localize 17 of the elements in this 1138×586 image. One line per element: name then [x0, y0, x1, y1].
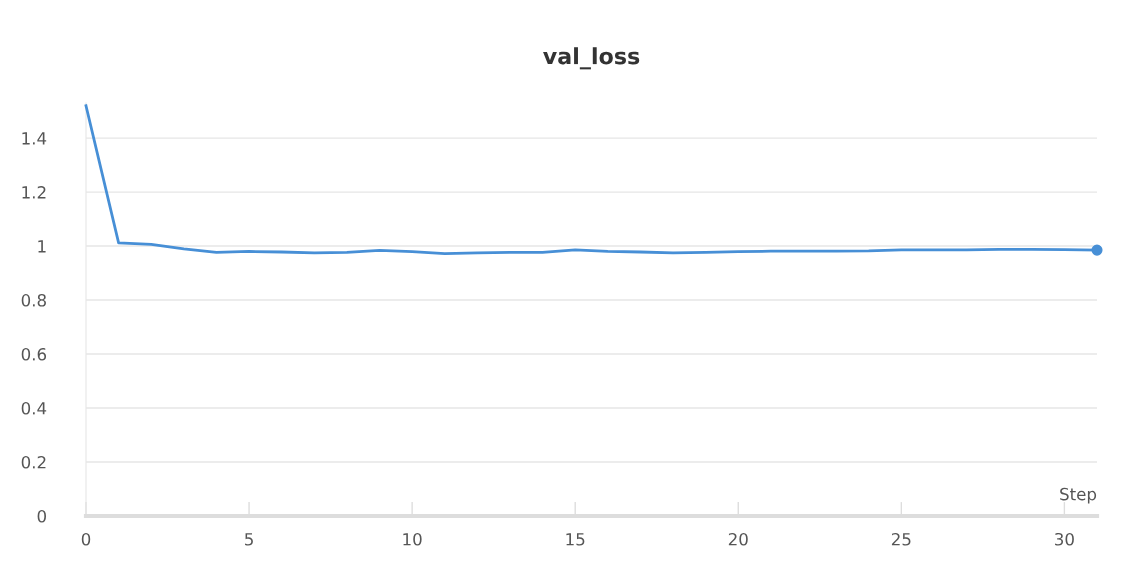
x-tick-label: 10 [403, 532, 422, 546]
x-tick-label: 20 [728, 532, 748, 546]
x-tick-label: 0 [81, 532, 91, 546]
y-tick-label: 1.2 [22, 186, 46, 199]
x-tick-label: 15 [566, 533, 585, 546]
x-axis-title: Step [1060, 487, 1097, 504]
y-tick-label: 0.2 [21, 455, 46, 469]
y-tick-label: 1.4 [22, 132, 47, 145]
y-tick-label: 0.4 [21, 401, 47, 415]
y-tick-label: 0.8 [21, 294, 46, 307]
y-tick-label: 0 [37, 509, 46, 523]
x-tick-label: 5 [245, 533, 253, 546]
y-tick-label: 0.6 [21, 348, 47, 361]
y-tick-label: 1 [38, 240, 46, 253]
chart-title: val_loss [543, 47, 640, 70]
x-tick-label: 30 [1055, 532, 1074, 546]
x-tick-label: 25 [891, 532, 911, 546]
